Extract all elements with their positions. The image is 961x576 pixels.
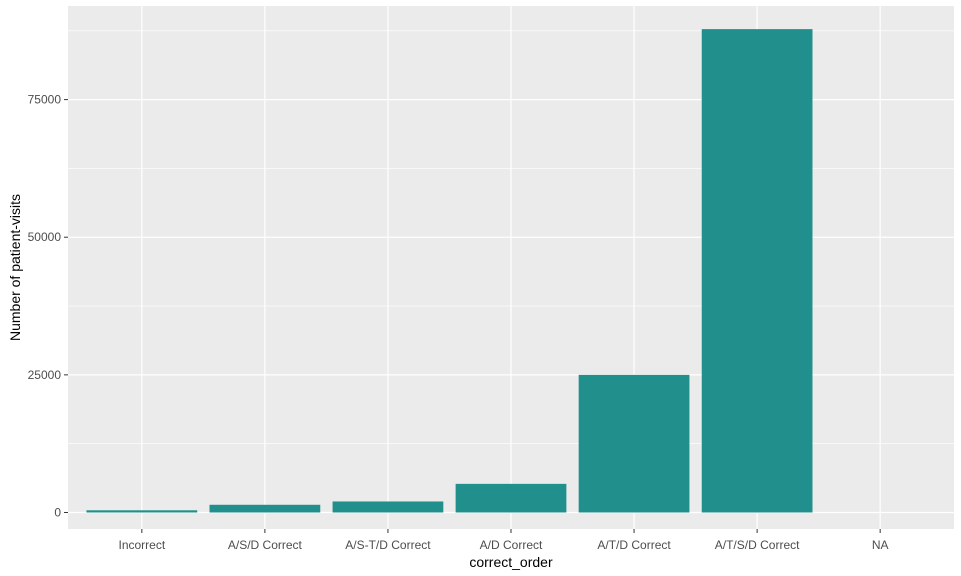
bar [701,29,813,513]
bar [332,501,444,513]
x-tick-label: Incorrect [118,538,165,552]
x-tick-label: A/D Correct [480,538,543,552]
x-tick-label: NA [872,538,889,552]
bar [209,504,321,513]
x-tick-label: A/T/S/D Correct [715,538,800,552]
x-tick-label: A/T/D Correct [597,538,671,552]
y-tick-label: 75000 [28,93,62,107]
y-tick-label: 50000 [28,230,62,244]
bar [86,510,198,513]
x-tick-label: A/S-T/D Correct [345,538,431,552]
x-tick-label: A/S/D Correct [228,538,303,552]
y-axis-title: Number of patient-visits [7,194,23,341]
bars [86,29,813,513]
y-tick-label: 0 [54,505,61,519]
x-axis: Incorrect A/S/D Correct A/S-T/D Correct A/D… [118,529,889,552]
bar [455,483,567,513]
y-axis: 0 25000 50000 75000 [28,93,68,519]
x-axis-title: correct_order [469,554,553,570]
y-tick-label: 25000 [28,368,62,382]
bar [578,374,690,513]
